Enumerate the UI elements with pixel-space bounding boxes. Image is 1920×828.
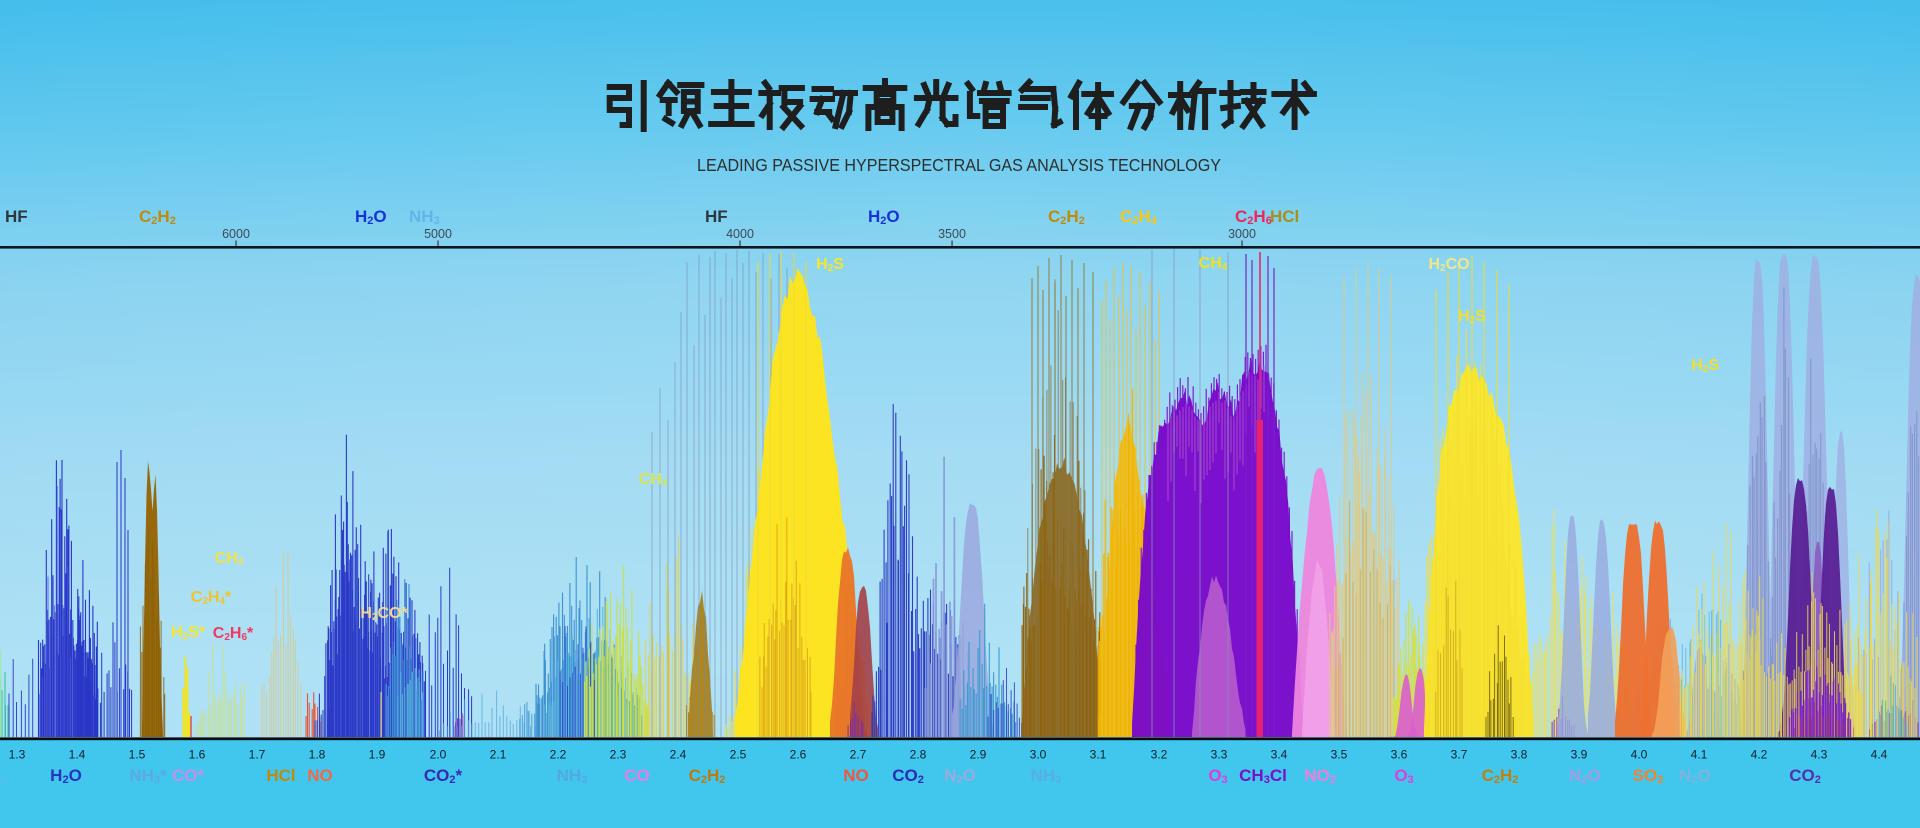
svg-text:H2S: H2S [1458, 308, 1486, 326]
svg-text:SO2: SO2 [1633, 766, 1664, 786]
svg-text:3.2: 3.2 [1151, 748, 1168, 762]
svg-text:3.3: 3.3 [1211, 748, 1228, 762]
svg-text:H2CO*: H2CO* [360, 605, 408, 623]
svg-text:CO2: CO2 [892, 766, 924, 786]
svg-text:H2O: H2O [868, 207, 900, 227]
svg-text:2: 2 [2, 774, 8, 786]
svg-text:3.1: 3.1 [1090, 748, 1107, 762]
svg-text:CO2: CO2 [1789, 766, 1821, 786]
svg-text:3000: 3000 [1228, 227, 1256, 241]
svg-text:C2H2: C2H2 [689, 766, 726, 786]
svg-text:H2CO: H2CO [1428, 256, 1469, 274]
svg-text:2.0: 2.0 [430, 748, 447, 762]
svg-text:CH4: CH4 [215, 550, 244, 568]
svg-text:CO: CO [624, 766, 650, 785]
svg-text:HF: HF [5, 207, 28, 226]
svg-text:H2O: H2O [355, 207, 387, 227]
svg-text:NH3: NH3 [409, 207, 440, 227]
svg-text:NO: NO [307, 766, 333, 785]
svg-text:C2H4: C2H4 [1120, 207, 1158, 227]
svg-text:H2S*: H2S* [171, 624, 206, 642]
svg-text:O3: O3 [1208, 766, 1227, 786]
svg-text:3.7: 3.7 [1451, 748, 1468, 762]
svg-text:1.6: 1.6 [189, 748, 206, 762]
svg-text:C2H6*: C2H6* [213, 625, 254, 643]
svg-text:CO2*: CO2* [424, 766, 463, 786]
svg-text:H2S: H2S [816, 256, 844, 274]
svg-text:1.5: 1.5 [129, 748, 146, 762]
svg-text:N2O: N2O [1569, 766, 1601, 786]
svg-text:CH3Cl: CH3Cl [1239, 766, 1287, 786]
svg-text:4.1: 4.1 [1691, 748, 1708, 762]
svg-text:1.7: 1.7 [249, 748, 266, 762]
svg-text:N2O: N2O [944, 766, 976, 786]
svg-text:4.0: 4.0 [1631, 748, 1648, 762]
svg-text:1.8: 1.8 [309, 748, 326, 762]
svg-text:O3: O3 [1394, 766, 1413, 786]
svg-text:H2O: H2O [50, 766, 82, 786]
svg-text:C2H6: C2H6 [1235, 207, 1272, 227]
svg-text:CO*: CO* [172, 766, 205, 785]
svg-text:C2H4*: C2H4* [191, 589, 232, 607]
svg-text:HCl: HCl [1270, 207, 1299, 226]
svg-text:2.4: 2.4 [670, 748, 687, 762]
svg-text:4000: 4000 [726, 227, 754, 241]
svg-text:2.3: 2.3 [610, 748, 627, 762]
svg-text:NH3: NH3 [1031, 766, 1062, 786]
svg-text:2.7: 2.7 [850, 748, 867, 762]
svg-text:3.9: 3.9 [1571, 748, 1588, 762]
svg-text:HF: HF [705, 207, 728, 226]
svg-text:2.1: 2.1 [490, 748, 507, 762]
svg-text:3.6: 3.6 [1391, 748, 1408, 762]
svg-text:C2H2: C2H2 [139, 207, 176, 227]
svg-text:NO2: NO2 [1304, 766, 1336, 786]
svg-text:2.6: 2.6 [790, 748, 807, 762]
svg-text:3500: 3500 [938, 227, 966, 241]
svg-text:2.8: 2.8 [910, 748, 927, 762]
svg-text:3.5: 3.5 [1331, 748, 1348, 762]
svg-text:6000: 6000 [222, 227, 250, 241]
svg-text:3.8: 3.8 [1511, 748, 1528, 762]
svg-text:HCl: HCl [266, 766, 295, 785]
svg-text:N2O: N2O [1679, 766, 1711, 786]
svg-text:NO: NO [843, 766, 869, 785]
svg-text:H2S: H2S [1691, 357, 1719, 375]
svg-text:4.4: 4.4 [1871, 748, 1888, 762]
svg-text:2.9: 2.9 [970, 748, 987, 762]
svg-text:4.2: 4.2 [1751, 748, 1768, 762]
svg-text:CH4: CH4 [639, 471, 668, 489]
svg-text:NH3*: NH3* [129, 766, 167, 786]
svg-text:C2H2: C2H2 [1048, 207, 1085, 227]
svg-text:C2H2: C2H2 [1482, 766, 1519, 786]
svg-text:3.4: 3.4 [1271, 748, 1288, 762]
svg-text:CH4: CH4 [1199, 255, 1228, 273]
svg-text:1.9: 1.9 [369, 748, 386, 762]
svg-text:2.2: 2.2 [550, 748, 567, 762]
svg-text:4.3: 4.3 [1811, 748, 1828, 762]
svg-text:1.3: 1.3 [9, 748, 26, 762]
svg-text:1.4: 1.4 [69, 748, 86, 762]
svg-text:LEADING PASSIVE HYPERSPECTRAL: LEADING PASSIVE HYPERSPECTRAL GAS ANALYS… [697, 155, 1221, 175]
svg-text:3.0: 3.0 [1030, 748, 1047, 762]
svg-text:NH3: NH3 [557, 766, 588, 786]
svg-text:5000: 5000 [424, 227, 452, 241]
svg-text:2.5: 2.5 [730, 748, 747, 762]
